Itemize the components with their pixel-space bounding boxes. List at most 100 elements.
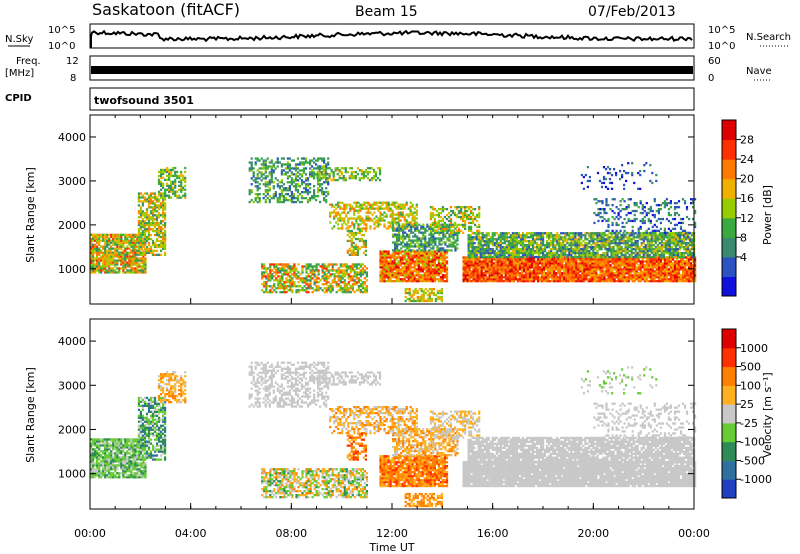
power-cell (299, 277, 302, 280)
power-cell (294, 175, 298, 178)
power-cell (595, 274, 598, 277)
power-cell (599, 262, 602, 265)
power-cell (248, 169, 251, 172)
power-cell (139, 222, 142, 225)
power-cell (653, 270, 656, 273)
power-cell (625, 260, 628, 263)
power-cell (422, 235, 425, 238)
power-cell (581, 280, 584, 283)
power-cell (140, 261, 143, 264)
power-cell (494, 264, 497, 267)
power-cell (307, 273, 310, 276)
power-cell (153, 226, 157, 229)
power-cell (321, 275, 324, 278)
power-cell (653, 266, 656, 269)
power-cell (385, 262, 388, 265)
power-cell (96, 239, 99, 242)
power-cell (345, 273, 348, 276)
power-cell (437, 278, 440, 281)
power-cell (500, 278, 503, 281)
power-cell (427, 258, 430, 261)
power-cell (342, 175, 345, 178)
power-cell (164, 245, 167, 249)
power-cell (94, 245, 97, 248)
power-cell (174, 186, 177, 189)
power-cell (132, 259, 135, 262)
power-cell (438, 291, 441, 295)
power-cell (403, 225, 406, 228)
power-cell (690, 274, 693, 277)
power-cell (158, 214, 161, 217)
power-cell (433, 254, 436, 257)
power-cell (364, 228, 367, 231)
power-cell (307, 287, 310, 290)
power-cell (464, 211, 467, 215)
power-cell (482, 258, 485, 261)
power-cell (170, 170, 173, 174)
power-cell (112, 257, 115, 260)
power-cell (407, 262, 410, 265)
power-cell (325, 279, 328, 282)
power-cell (298, 163, 302, 166)
power-cell (262, 177, 265, 180)
power-cell (635, 260, 638, 263)
power-cell (694, 280, 697, 283)
power-cell (403, 205, 406, 208)
power-cell (402, 239, 405, 242)
power-cell (579, 260, 582, 263)
power-cell (464, 274, 467, 277)
power-cell (659, 276, 662, 279)
power-cell (399, 258, 402, 261)
power-cell (347, 225, 350, 228)
power-cell (607, 260, 610, 263)
power-cell (502, 266, 505, 269)
power-cell (141, 226, 144, 229)
power-cell (467, 253, 470, 257)
power-cell (404, 235, 407, 238)
power-cell (120, 237, 123, 240)
power-cell (413, 217, 416, 220)
power-cell (149, 210, 153, 213)
power-cell (401, 205, 404, 208)
power-cell (573, 264, 576, 267)
power-cell (145, 222, 149, 225)
power-cell (418, 299, 421, 303)
power-cell (345, 265, 348, 268)
power-cell (478, 268, 481, 271)
power-cell (401, 223, 404, 226)
power-cell (477, 249, 480, 253)
power-cell (118, 243, 121, 246)
power-cell (280, 163, 283, 166)
power-cell (631, 260, 634, 263)
power-cell (358, 169, 361, 172)
power-cell (653, 260, 656, 263)
power-cell (393, 274, 396, 277)
power-cell (532, 260, 536, 263)
power-cell (419, 266, 422, 269)
power-cell (504, 270, 507, 273)
power-cell (361, 263, 364, 266)
power-cell (90, 257, 93, 260)
power-cell (437, 266, 440, 269)
power-cell (290, 179, 293, 182)
power-cell (420, 289, 423, 293)
power-cell (395, 278, 398, 281)
power-cell (343, 279, 346, 282)
power-cell (665, 262, 668, 265)
power-cell (462, 272, 465, 275)
power-cell (462, 280, 465, 283)
power-cell (462, 213, 465, 217)
power-cell (391, 221, 394, 224)
power-cell (90, 243, 93, 246)
power-cell (468, 213, 471, 217)
power-cell (411, 203, 414, 206)
power-cell (391, 219, 394, 222)
power-cell (401, 272, 404, 275)
power-cell (350, 177, 353, 180)
power-cell (653, 258, 656, 261)
power-cell (683, 274, 687, 277)
power-cell (153, 208, 157, 211)
power-cell (297, 281, 300, 284)
power-cell (587, 268, 590, 271)
power-cell (134, 245, 137, 248)
